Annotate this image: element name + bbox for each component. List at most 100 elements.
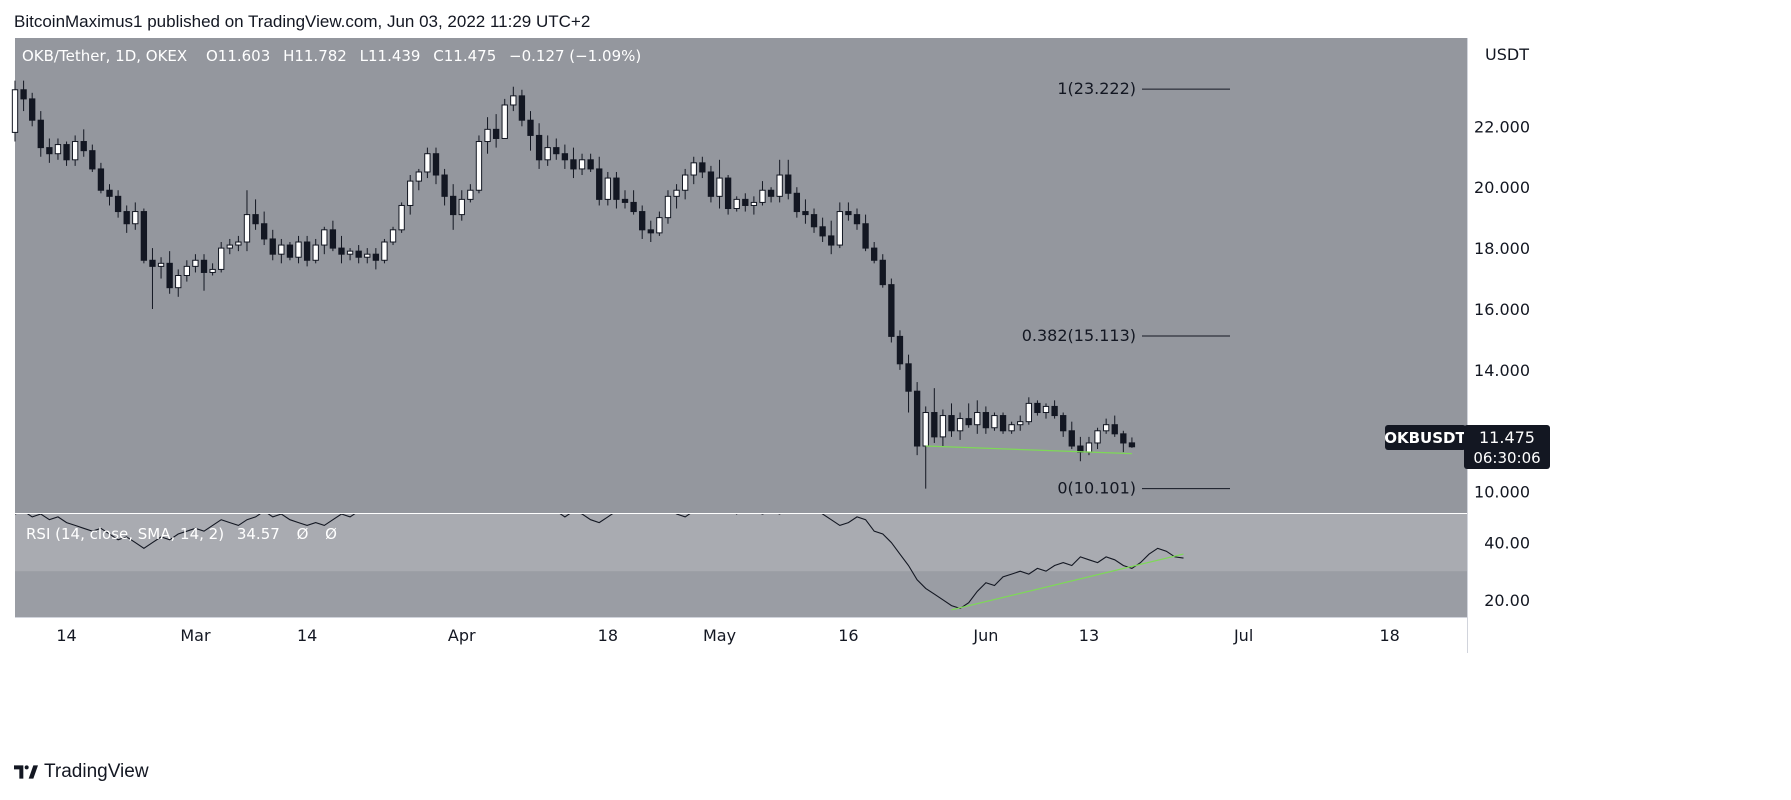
fib-label: 0.382(15.113)	[1022, 326, 1136, 345]
ohlc-open-key: O	[206, 47, 218, 65]
rsi-legend: RSI (14, close, SMA, 14, 2) 34.57 Ø Ø	[26, 525, 337, 543]
fib-label: 1(23.222)	[1057, 79, 1136, 98]
candle	[604, 171, 611, 206]
candle	[209, 263, 216, 276]
candle-body	[407, 180, 414, 206]
candle-body	[71, 141, 79, 161]
rsi-trendline	[951, 553, 1184, 611]
candle-body	[759, 189, 766, 203]
candle-body	[913, 390, 921, 447]
time-tick-label: May	[703, 626, 736, 645]
candle	[750, 196, 758, 215]
candle	[913, 382, 921, 456]
rsi-null-marker-1: Ø	[297, 525, 309, 543]
candle-body	[681, 174, 689, 191]
candle	[664, 190, 672, 224]
candle	[1008, 421, 1015, 434]
candle	[956, 412, 964, 440]
candle	[278, 238, 285, 264]
candle	[1128, 437, 1136, 448]
candle	[544, 135, 551, 166]
candle-body	[209, 268, 216, 273]
candle	[295, 235, 302, 264]
candle-body	[785, 174, 792, 194]
candle-body	[157, 262, 165, 267]
candle-body	[570, 159, 577, 170]
time-tick-label: 14	[56, 626, 76, 645]
time-axis[interactable]: 14 Mar 14 Apr 18 May 16 Jun 13 Jul 18	[56, 626, 1399, 645]
candle-body	[11, 89, 19, 133]
candle	[235, 235, 242, 252]
candle-body	[896, 335, 904, 365]
fib-label: 0(10.101)	[1057, 479, 1136, 498]
candle	[303, 235, 311, 267]
candle-body	[149, 259, 156, 267]
candle-body	[346, 250, 354, 255]
candle-body	[424, 153, 431, 173]
last-price-label: OKBUSDT 11.475 06:30:06	[1384, 425, 1550, 469]
candle-body	[1102, 424, 1110, 432]
candle-body	[329, 229, 337, 249]
candle-body	[639, 211, 646, 231]
candle	[776, 159, 783, 203]
candle-body	[931, 412, 938, 438]
candle-body	[398, 204, 405, 231]
candle	[974, 400, 981, 434]
candle	[80, 129, 87, 157]
candle-body	[965, 418, 972, 426]
time-tick-label: Mar	[180, 626, 211, 645]
candle-body	[596, 168, 603, 200]
footer-brand[interactable]: TradingView	[14, 761, 149, 783]
candle-body	[716, 177, 723, 197]
candle-body	[235, 241, 242, 246]
candle-body	[432, 153, 440, 176]
candle	[364, 248, 371, 264]
candle	[819, 217, 826, 243]
candle-body	[381, 241, 388, 261]
candle-body	[939, 415, 947, 438]
candle-body	[510, 95, 517, 106]
candle-body	[819, 226, 826, 237]
candle-body	[492, 128, 500, 139]
rsi-axis[interactable]: 40.00 20.00	[1484, 534, 1530, 610]
candle	[140, 208, 148, 264]
candles-group	[11, 80, 1136, 489]
candle	[810, 208, 818, 233]
candle-body	[123, 211, 130, 225]
candle-body	[956, 418, 964, 432]
candle-body	[1060, 415, 1067, 432]
candle-body	[166, 262, 173, 289]
price-tick-label: 16.000	[1474, 300, 1530, 319]
rsi-tick-label: 20.00	[1484, 591, 1530, 610]
candle-body	[475, 141, 483, 191]
candle	[888, 278, 895, 343]
candle	[982, 406, 990, 434]
candle	[1042, 403, 1050, 419]
candle	[828, 220, 835, 255]
candle-body	[183, 265, 190, 277]
candle	[389, 226, 397, 246]
candle-body	[260, 223, 268, 240]
candle-body	[54, 144, 62, 155]
candle	[939, 409, 947, 447]
candle-body	[286, 244, 294, 258]
price-pane[interactable]	[15, 38, 1467, 513]
candle	[312, 238, 319, 264]
candle	[89, 144, 96, 172]
candle-body	[372, 253, 380, 261]
candle	[724, 175, 732, 215]
candle-body	[518, 95, 526, 121]
candle-body	[535, 134, 543, 161]
last-price-countdown: 06:30:06	[1473, 449, 1540, 467]
candle-body	[776, 174, 783, 197]
time-tick-label: Jul	[1233, 626, 1253, 645]
price-tick-label: 22.000	[1474, 117, 1530, 136]
candle	[346, 248, 354, 261]
candle	[681, 168, 689, 200]
last-price-symbol: OKBUSDT	[1384, 429, 1466, 447]
candle-body	[1034, 402, 1041, 414]
price-tick-label: 14.000	[1474, 361, 1530, 380]
rsi-line	[15, 514, 1184, 610]
candle-body	[845, 211, 852, 216]
